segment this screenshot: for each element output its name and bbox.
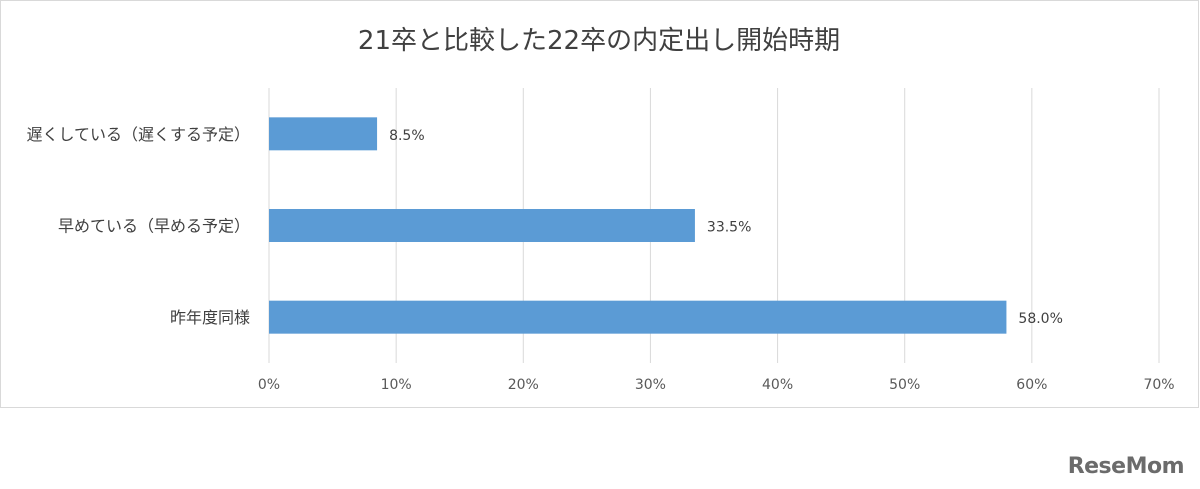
bar — [269, 209, 695, 242]
category-label: 昨年度同様 — [170, 308, 250, 327]
chart-frame — [0, 0, 1199, 408]
x-tick-label: 10% — [381, 377, 412, 393]
x-tick-label: 70% — [1143, 377, 1174, 393]
bars — [269, 117, 1007, 334]
data-label: 58.0% — [1018, 311, 1062, 327]
bar-chart: 21卒と比較した22卒の内定出し開始時期 遅くしている（遅くする予定） 早めている… — [26, 26, 1175, 393]
x-tick-label: 40% — [762, 377, 793, 393]
category-label: 早めている（早める予定） — [58, 217, 250, 236]
category-label: 遅くしている（遅くする予定） — [26, 125, 250, 144]
category-labels: 遅くしている（遅くする予定） 早めている（早める予定） 昨年度同様 — [26, 125, 250, 327]
x-tick-label: 50% — [889, 377, 920, 393]
chart-title: 21卒と比較した22卒の内定出し開始時期 — [358, 26, 840, 56]
resemom-logo: ReseMom — [1067, 454, 1185, 479]
x-tick-label: 0% — [258, 377, 280, 393]
data-label: 8.5% — [389, 128, 425, 144]
bar — [269, 300, 1007, 334]
x-tick-label: 20% — [508, 377, 539, 393]
x-tick-label: 60% — [1016, 377, 1047, 393]
x-axis-tick-labels: 0% 10% 20% 30% 40% 50% 60% 70% — [258, 377, 1175, 393]
bar — [269, 117, 378, 151]
data-labels: 8.5% 33.5% 58.0% — [389, 128, 1063, 327]
data-label: 33.5% — [707, 220, 751, 236]
x-tick-label: 30% — [635, 377, 666, 393]
